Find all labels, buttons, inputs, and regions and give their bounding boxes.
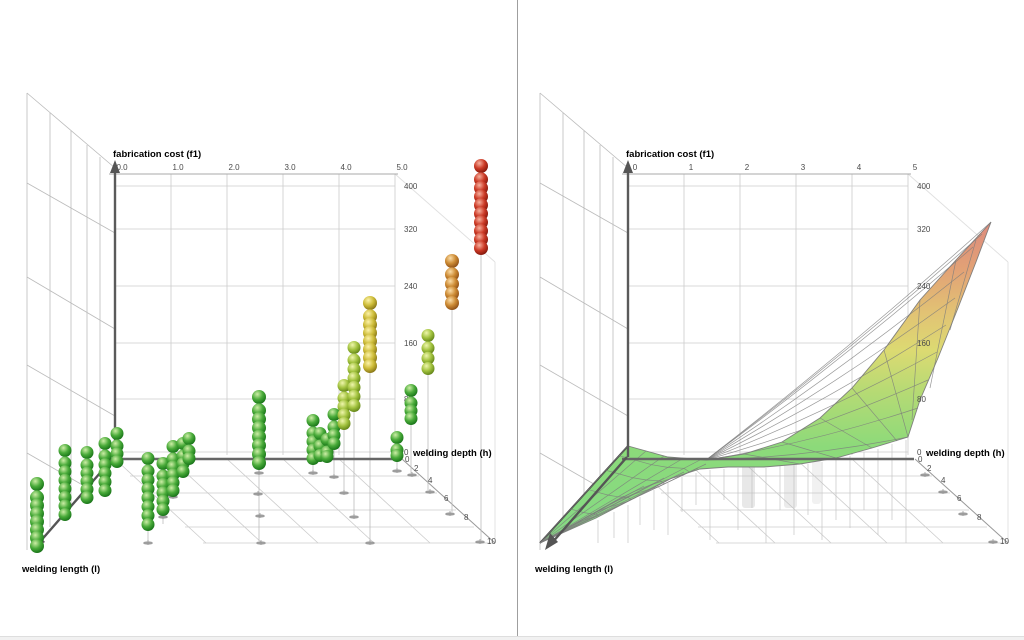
svg-text:2: 2 xyxy=(414,464,419,473)
svg-text:0: 0 xyxy=(918,455,923,464)
svg-text:320: 320 xyxy=(404,225,418,234)
left-scatter-panel[interactable]: 0.01.02.03.04.05.04003202401608000246810 xyxy=(26,92,496,553)
svg-text:2: 2 xyxy=(745,163,750,172)
svg-text:0: 0 xyxy=(404,448,409,457)
svg-text:160: 160 xyxy=(917,339,931,348)
panel-divider xyxy=(517,0,518,637)
svg-text:4: 4 xyxy=(428,476,433,485)
svg-text:3: 3 xyxy=(801,163,806,172)
svg-text:4: 4 xyxy=(857,163,862,172)
svg-text:0: 0 xyxy=(917,448,922,457)
left-cost-axis-label: fabrication cost (f1) xyxy=(113,149,202,160)
svg-text:0.0: 0.0 xyxy=(116,163,128,172)
svg-text:240: 240 xyxy=(404,282,418,291)
svg-text:0: 0 xyxy=(633,163,638,172)
svg-text:8: 8 xyxy=(977,513,982,522)
svg-text:5.0: 5.0 xyxy=(396,163,408,172)
svg-text:10: 10 xyxy=(1000,537,1009,546)
svg-text:1.0: 1.0 xyxy=(172,163,184,172)
right-cost-axis-label: fabrication cost (f1) xyxy=(626,149,715,160)
svg-text:400: 400 xyxy=(404,182,418,191)
svg-text:160: 160 xyxy=(404,339,418,348)
svg-text:0: 0 xyxy=(405,455,410,464)
svg-text:8: 8 xyxy=(464,513,469,522)
svg-text:1: 1 xyxy=(689,163,694,172)
svg-text:6: 6 xyxy=(444,494,449,503)
svg-text:2.0: 2.0 xyxy=(228,163,240,172)
svg-text:240: 240 xyxy=(917,282,931,291)
svg-text:4.0: 4.0 xyxy=(340,163,352,172)
left-length-axis-label: welding length (l) xyxy=(22,564,101,575)
right-length-axis-label: welding length (l) xyxy=(535,564,614,575)
svg-text:80: 80 xyxy=(917,395,926,404)
left-depth-axis-label: welding depth (h) xyxy=(413,448,492,459)
bottom-bar xyxy=(0,636,1024,640)
svg-text:10: 10 xyxy=(487,537,496,546)
svg-text:320: 320 xyxy=(917,225,931,234)
right-depth-axis-label: welding depth (h) xyxy=(926,448,1005,459)
svg-text:2: 2 xyxy=(927,464,932,473)
svg-text:5: 5 xyxy=(913,163,918,172)
svg-text:400: 400 xyxy=(917,182,931,191)
svg-text:6: 6 xyxy=(957,494,962,503)
svg-text:4: 4 xyxy=(941,476,946,485)
svg-text:3.0: 3.0 xyxy=(284,163,296,172)
